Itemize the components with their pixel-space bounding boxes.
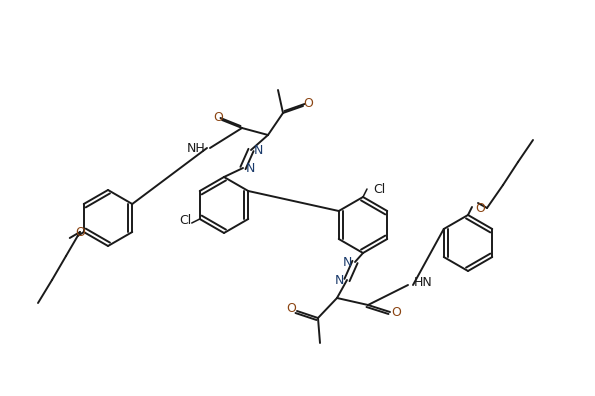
Text: O: O	[213, 110, 223, 124]
Text: NH: NH	[186, 141, 205, 154]
Text: O: O	[391, 307, 401, 320]
Text: O: O	[75, 225, 85, 238]
Text: N: N	[334, 274, 344, 286]
Text: Cl: Cl	[180, 213, 192, 227]
Text: O: O	[303, 97, 313, 110]
Text: N: N	[245, 162, 255, 175]
Text: Cl: Cl	[373, 183, 385, 196]
Text: N: N	[342, 255, 352, 268]
Text: HN: HN	[414, 276, 433, 289]
Text: O: O	[475, 202, 485, 215]
Text: O: O	[286, 301, 296, 314]
Text: N: N	[253, 143, 262, 156]
